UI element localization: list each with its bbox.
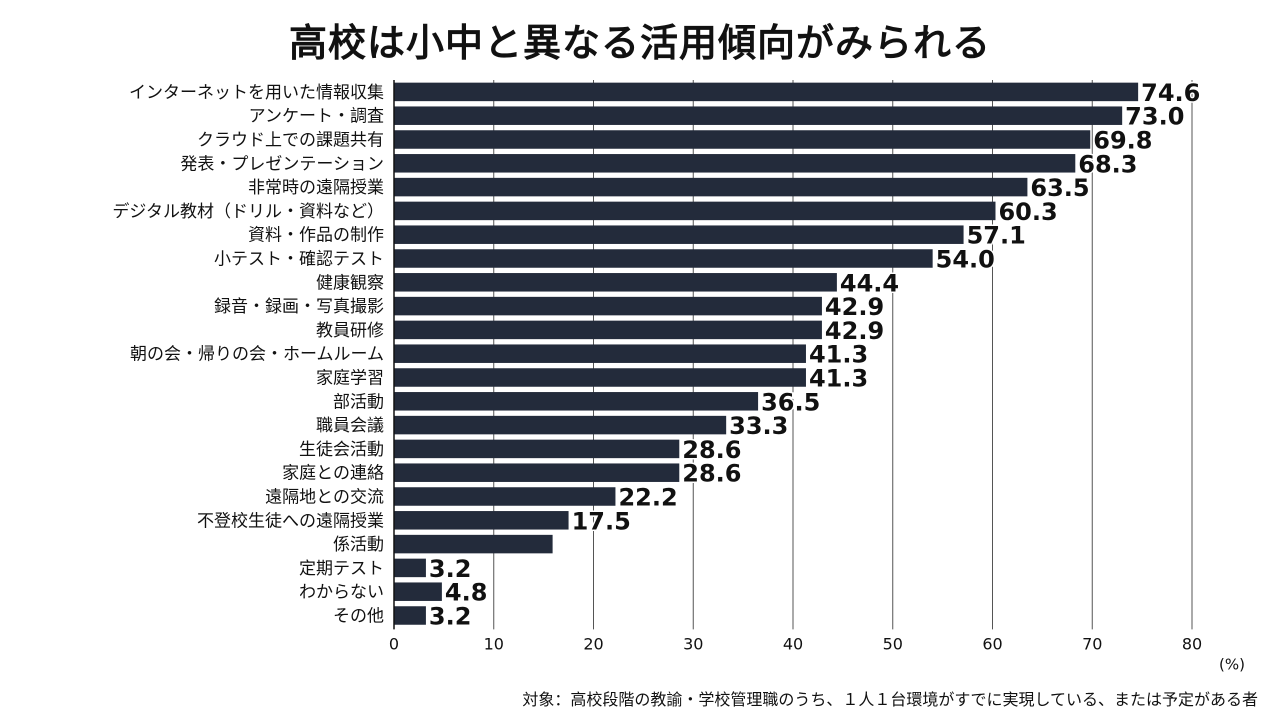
category-label: クラウド上での課題共有: [197, 131, 384, 151]
data-label: 74.6: [1141, 79, 1200, 107]
x-tick-label: 10: [484, 634, 504, 653]
bar: [394, 296, 822, 316]
x-tick-label: 60: [982, 634, 1002, 653]
bar: [394, 558, 426, 578]
category-label: 健康観察: [316, 273, 384, 293]
bar: [394, 511, 569, 530]
x-tick-label: 40: [783, 634, 803, 653]
bar: [394, 130, 1091, 149]
bar: [394, 487, 616, 506]
bar: [394, 154, 1076, 173]
category-label: 発表・プレゼンテーション: [180, 154, 384, 174]
data-label: 28.6: [682, 460, 741, 488]
bar: [394, 439, 680, 459]
x-tick-label: 20: [583, 634, 603, 653]
bar: [394, 368, 806, 387]
category-label: 遠隔地との交流: [265, 488, 384, 508]
bar: [394, 582, 442, 601]
x-tick-label: 30: [683, 634, 703, 653]
data-label: 41.3: [809, 365, 868, 393]
data-label: 69.8: [1093, 127, 1152, 155]
bar: [394, 273, 837, 292]
category-label: インターネットを用いた情報収集: [129, 83, 384, 103]
data-label: 54.0: [936, 246, 995, 274]
data-label: 17.5: [572, 507, 631, 535]
chart-title: 高校は小中と異なる活用傾向がみられる: [288, 21, 991, 65]
bar: [394, 106, 1123, 125]
bar: [394, 415, 727, 435]
category-label: 教員研修: [316, 321, 384, 341]
data-label: 44.4: [840, 269, 899, 297]
data-label: 3.2: [429, 555, 472, 583]
data-label: 73.0: [1125, 103, 1184, 131]
data-label: 60.3: [998, 198, 1057, 226]
bar: [394, 392, 759, 411]
unit-label: (%): [1219, 655, 1245, 673]
category-label: 家庭学習: [316, 369, 384, 389]
category-label: 朝の会・帰りの会・ホームルーム: [130, 345, 384, 365]
bar: [394, 344, 806, 363]
x-tick-label: 0: [389, 634, 399, 653]
category-label: 職員会議: [316, 416, 384, 436]
data-label: 57.1: [967, 222, 1026, 250]
category-label: 部活動: [333, 392, 384, 412]
bar: [394, 225, 964, 244]
data-label: 36.5: [761, 388, 820, 416]
bar: [394, 177, 1028, 197]
bar: [394, 201, 996, 221]
category-label: 非常時の遠隔授業: [248, 178, 384, 198]
data-label: 41.3: [809, 341, 868, 369]
data-label: 28.6: [682, 436, 741, 464]
category-label: 係活動: [333, 535, 384, 555]
category-label: アンケート・調査: [249, 107, 384, 127]
category-label: 小テスト・確認テスト: [214, 250, 384, 270]
data-label: 33.3: [729, 412, 788, 440]
data-label: 42.9: [825, 293, 884, 321]
category-label: 生徒会活動: [299, 440, 384, 460]
category-label: 不登校生徒への遠隔授業: [197, 511, 384, 531]
bar: [394, 534, 553, 554]
x-tick-label: 80: [1182, 634, 1202, 653]
category-label: 定期テスト: [299, 559, 384, 579]
data-label: 42.9: [825, 317, 884, 345]
data-label: 4.8: [445, 579, 488, 607]
x-tick-label: 70: [1082, 634, 1102, 653]
data-label: 68.3: [1078, 150, 1137, 178]
category-label: デジタル教材（ドリル・資料など）: [112, 201, 384, 222]
x-tick-label: 50: [883, 634, 903, 653]
category-label: 家庭との連絡: [282, 464, 384, 484]
data-label: 22.2: [618, 484, 677, 512]
data-label: 3.2: [429, 603, 472, 631]
category-label: わからない: [299, 583, 384, 603]
category-label: 資料・作品の制作: [248, 226, 384, 246]
data-label: 63.5: [1030, 174, 1089, 202]
bar: [394, 320, 822, 340]
category-label: その他: [333, 607, 384, 627]
footnote: 対象：高校段階の教諭・学校管理職のうち、１人１台環境がすでに実現している、または…: [522, 690, 1258, 709]
bar: [394, 82, 1139, 102]
bar: [394, 249, 933, 268]
bar: [394, 463, 680, 482]
bar: [394, 606, 426, 625]
category-label: 録音・録画・写真撮影: [214, 297, 384, 317]
